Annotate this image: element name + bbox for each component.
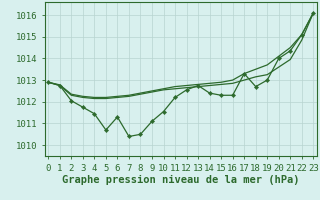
X-axis label: Graphe pression niveau de la mer (hPa): Graphe pression niveau de la mer (hPa) [62,175,300,185]
